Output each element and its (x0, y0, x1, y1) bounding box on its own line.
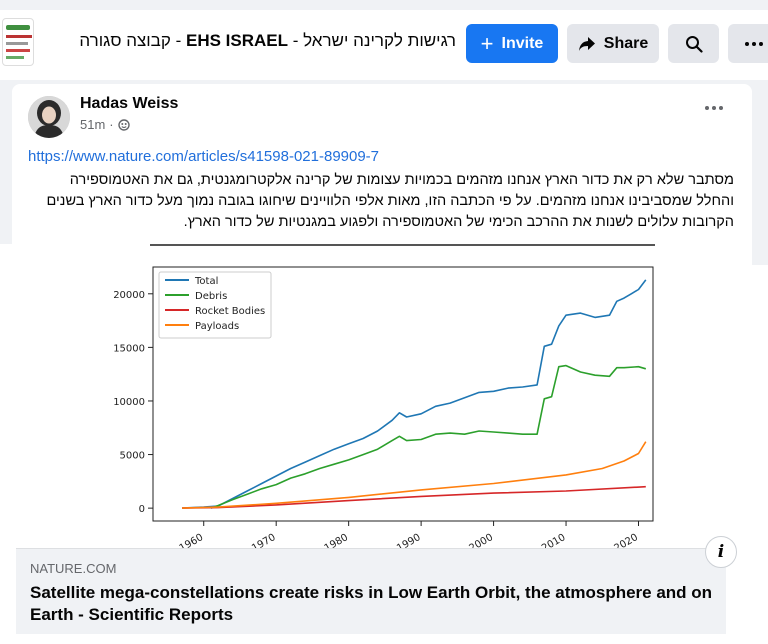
more-dots-icon (705, 106, 723, 110)
search-button[interactable] (668, 24, 719, 63)
plus-icon: + (480, 30, 494, 56)
thumb-mark (6, 49, 30, 52)
invite-label: Invite (501, 34, 544, 52)
post-body: מסתבר שלא רק את כדור הארץ אנחנו מזהמים ב… (46, 172, 734, 230)
invite-button[interactable]: + Invite (466, 24, 558, 63)
legend-label: Payloads (195, 321, 239, 332)
avatar[interactable] (28, 96, 70, 138)
series-line-payloads (181, 441, 647, 509)
thumb-mark (6, 35, 32, 38)
globe-icon[interactable] (117, 118, 130, 131)
share-label: Share (603, 34, 649, 52)
more-dots-icon (744, 41, 763, 46)
y-tick-label: 5000 (120, 451, 145, 462)
avatar-person-icon (28, 96, 70, 138)
thumb-mark (6, 42, 28, 45)
link-preview-caption[interactable]: NATURE.COM Satellite mega-constellations… (16, 548, 726, 634)
share-arrow-icon (578, 36, 595, 51)
share-button[interactable]: Share (567, 24, 659, 63)
plot-frame (152, 266, 654, 522)
series-line-debris (210, 364, 647, 509)
article-link[interactable]: https://www.nature.com/articles/s41598-0… (28, 148, 380, 165)
post-meta: 51m · (80, 117, 130, 132)
preview-top-edge (0, 244, 752, 268)
y-tick-label: 20000 (113, 290, 145, 301)
legend-box (158, 271, 272, 339)
group-header: רגישות לקרינה ישראל - EHS ISRAEL - קבוצה… (0, 0, 768, 80)
group-title-prefix: רגישות לקרינה ישראל - (288, 31, 456, 50)
group-title[interactable]: רגישות לקרינה ישראל - EHS ISRAEL - קבוצה… (44, 31, 456, 51)
search-icon (685, 35, 703, 53)
legend-label: Debris (195, 291, 227, 302)
thumb-mark (6, 25, 30, 30)
info-icon[interactable]: i (705, 536, 737, 568)
meta-separator: · (109, 117, 114, 132)
link-domain: NATURE.COM (30, 561, 117, 576)
legend-label: Total (194, 276, 218, 287)
group-title-brand: EHS ISRAEL (186, 31, 289, 50)
y-tick-label: 10000 (113, 397, 145, 408)
group-cover-thumbnail[interactable] (2, 18, 34, 66)
thumb-mark (6, 56, 24, 59)
legend-label: Rocket Bodies (195, 306, 265, 317)
link-headline: Satellite mega-constellations create ris… (30, 583, 713, 624)
post-time[interactable]: 51m (80, 117, 106, 132)
more-options-button[interactable] (728, 24, 768, 63)
author-name[interactable]: Hadas Weiss (80, 95, 179, 112)
y-tick-label: 0 (139, 504, 145, 515)
post-options-button[interactable] (702, 100, 726, 118)
preview-divider (150, 244, 655, 246)
y-tick-label: 15000 (113, 343, 145, 354)
group-title-suffix: - קבוצה סגורה (79, 31, 186, 50)
top-strip (0, 0, 768, 10)
series-line-total (181, 279, 647, 509)
